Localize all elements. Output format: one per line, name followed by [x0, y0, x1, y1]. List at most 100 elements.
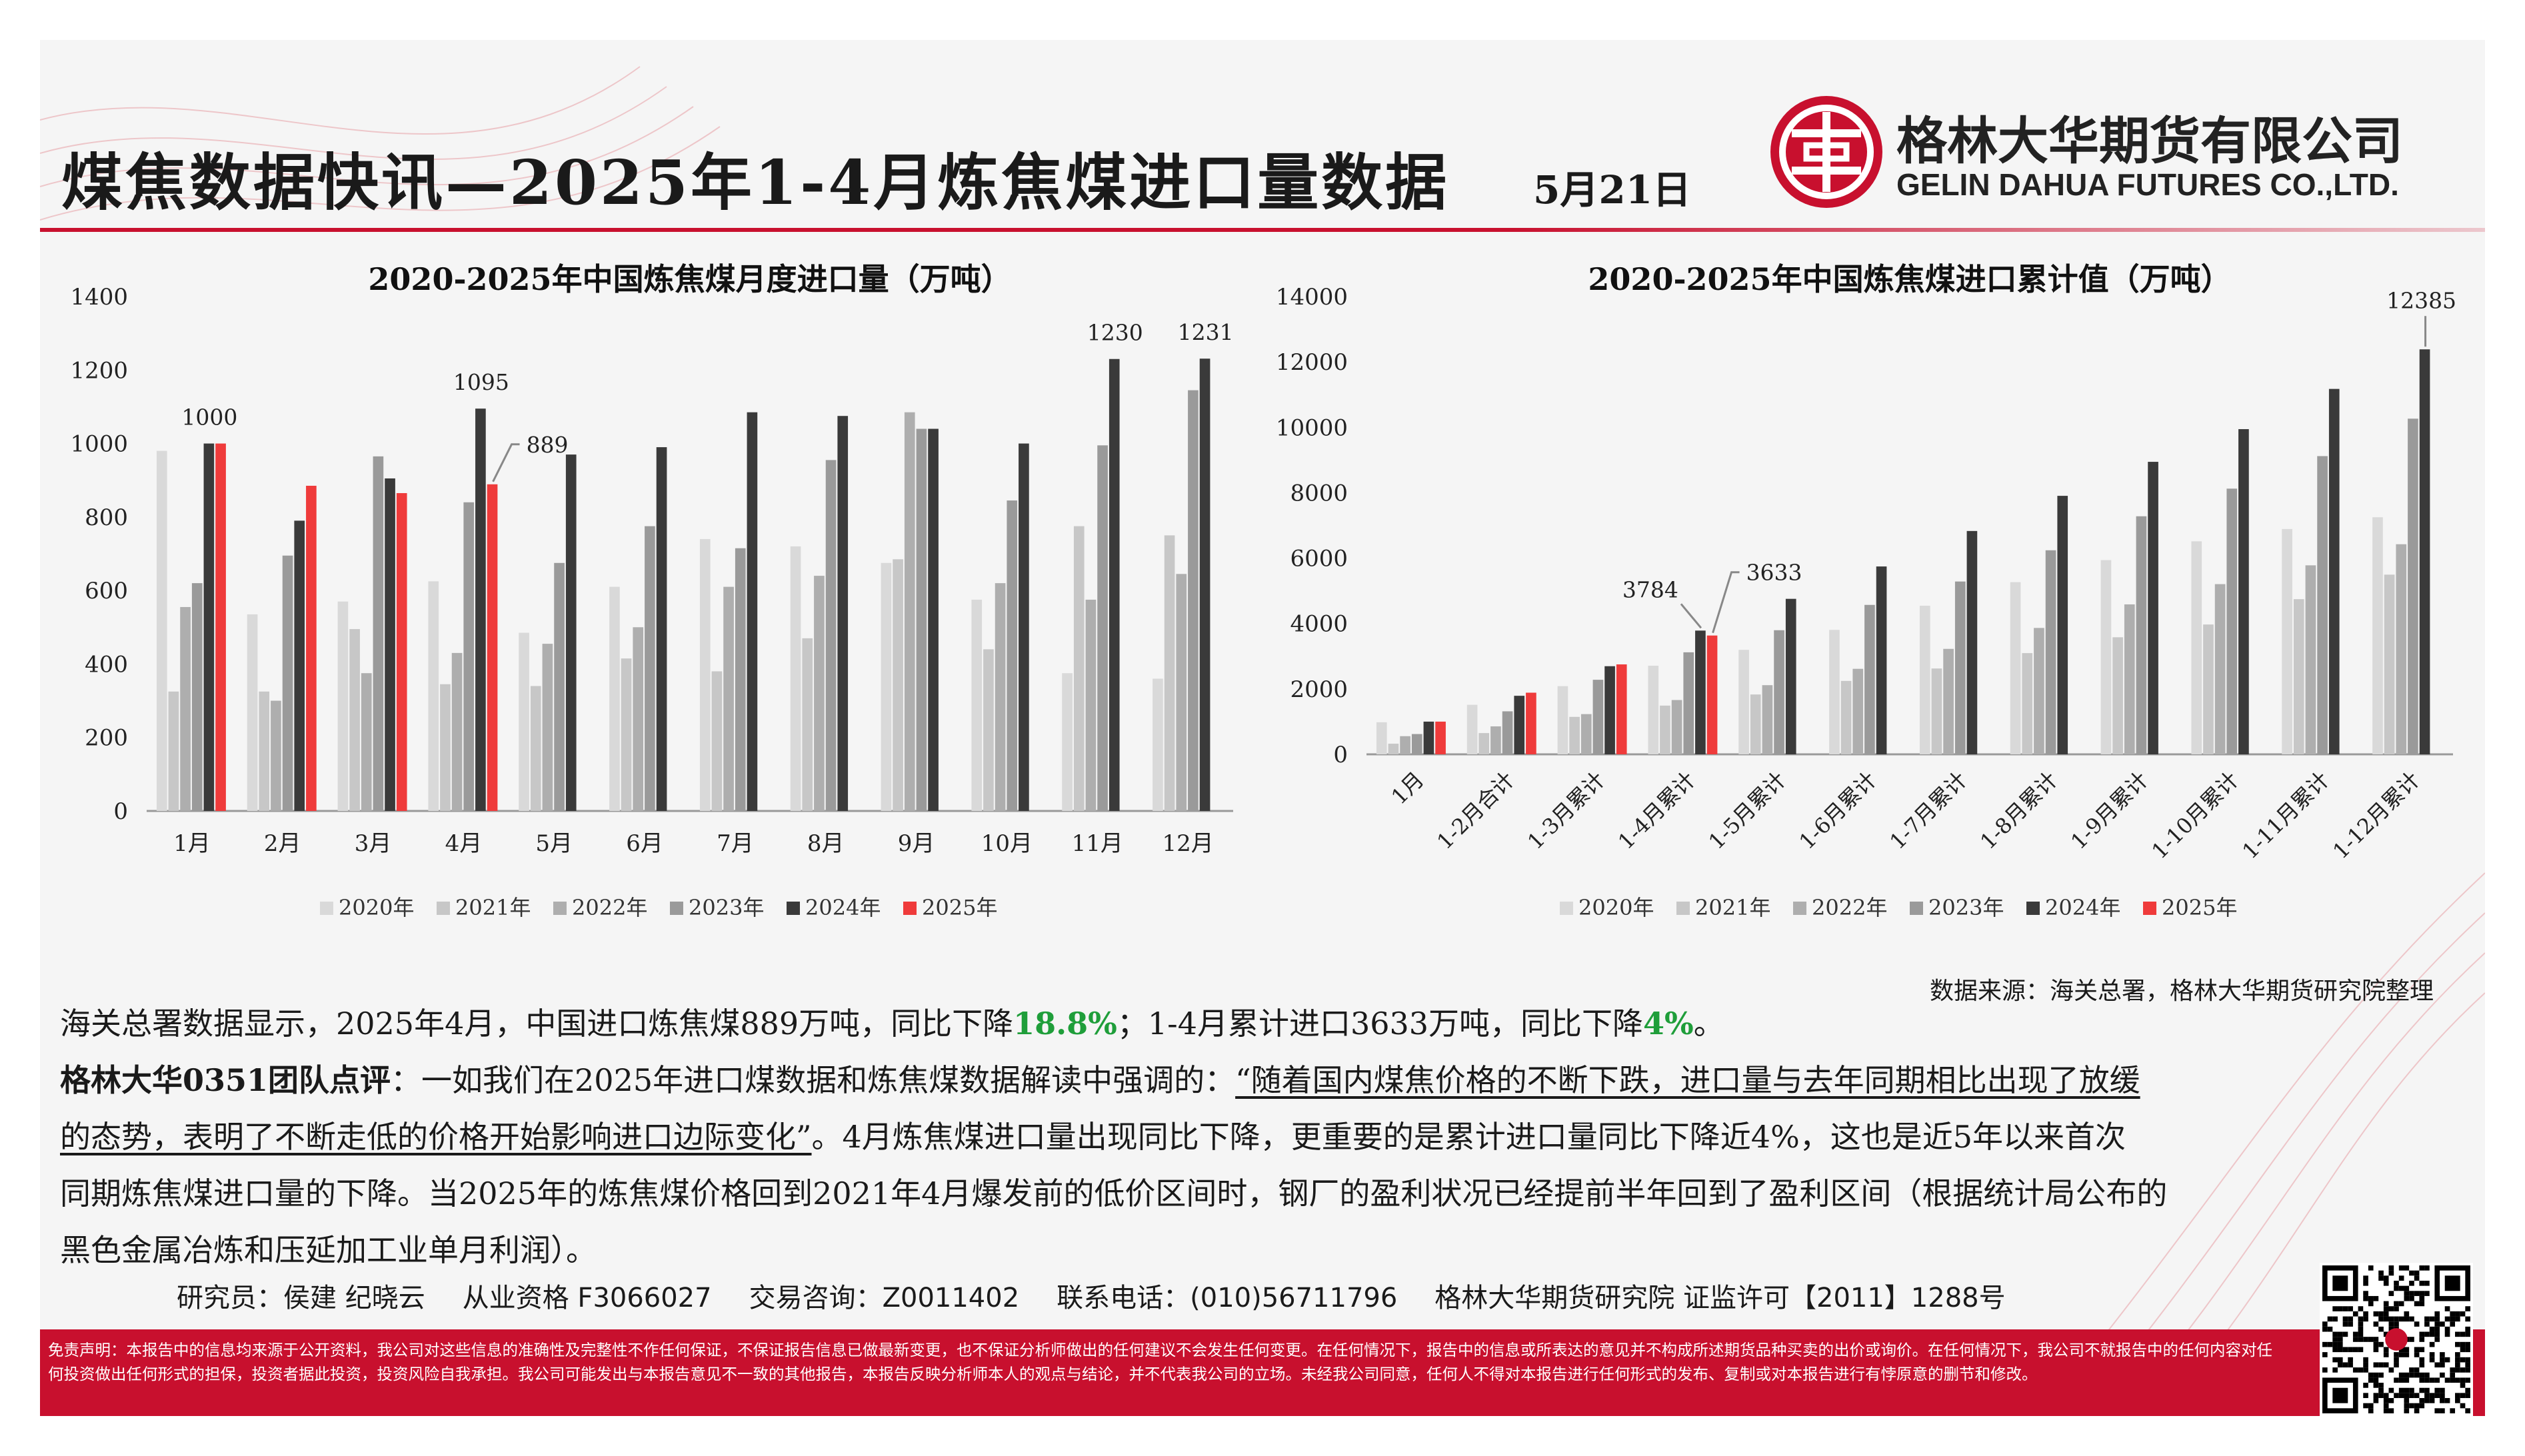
x-tick-label: 1月 [173, 830, 211, 857]
legend-label: 2021年 [1695, 895, 1770, 920]
qr-module [2465, 1347, 2470, 1353]
qr-module [2388, 1326, 2394, 1332]
researcher: 研究员：侯建 纪晓云 [177, 1283, 425, 1313]
qr-module [2398, 1393, 2404, 1399]
qr-module [2378, 1393, 2384, 1399]
data-label: 1231 [1178, 319, 1234, 345]
bar [711, 671, 723, 811]
qr-module [2444, 1331, 2450, 1337]
qr-module [2352, 1311, 2358, 1317]
qr-module [2440, 1321, 2445, 1327]
qr-module [2440, 1362, 2445, 1368]
qr-module [2404, 1387, 2410, 1393]
report-date: 5月21日 [1533, 167, 1692, 213]
qr-module [2414, 1393, 2420, 1399]
qr-module [2460, 1347, 2466, 1353]
bar [621, 658, 632, 811]
qr-module [2419, 1337, 2425, 1342]
qr-module [2440, 1357, 2445, 1363]
bar [294, 520, 305, 811]
qr-module [2414, 1408, 2420, 1413]
qr-module [2352, 1367, 2358, 1373]
data-label: 1095 [453, 369, 509, 395]
qr-module [2383, 1306, 2389, 1311]
qr-module [2388, 1367, 2394, 1373]
qr-module [2363, 1383, 2368, 1388]
data-label: 12385 [2386, 287, 2456, 313]
qr-module [2388, 1408, 2394, 1413]
qr-module [2450, 1377, 2456, 1383]
qr-module [2455, 1377, 2460, 1383]
qr-module [2342, 1362, 2348, 1368]
phone: 联系电话：(010)56711796 [1057, 1283, 1398, 1313]
bar [259, 691, 270, 811]
qr-module [2404, 1393, 2410, 1399]
qr-module [2363, 1291, 2368, 1296]
qr-module [2332, 1347, 2338, 1353]
qr-module [2419, 1280, 2425, 1286]
qr-module [2373, 1362, 2379, 1368]
y-tick-label: 8000 [1290, 480, 1348, 506]
qr-module [2332, 1367, 2338, 1373]
qr-module [2388, 1321, 2394, 1327]
qr-module [2424, 1265, 2430, 1271]
qr-module [2419, 1265, 2425, 1271]
qr-module [2383, 1316, 2389, 1322]
qr-module [2444, 1326, 2450, 1332]
qr-module [2358, 1316, 2364, 1322]
qr-module [2383, 1275, 2389, 1281]
qr-module [2368, 1337, 2374, 1342]
bar [2396, 544, 2407, 754]
qr-module [2409, 1403, 2414, 1409]
qr-module [2368, 1295, 2374, 1301]
qr-module [2383, 1408, 2389, 1413]
bar [2057, 496, 2068, 754]
y-tick-label: 12000 [1276, 349, 1348, 376]
qr-module [2465, 1393, 2470, 1399]
text-segment: 。4月炼焦煤进口量出现同比下降，更重要的是累计进口量同比下降近4%，这也是近5年… [811, 1119, 2126, 1155]
qr-module [2465, 1367, 2470, 1373]
qr-module [2337, 1337, 2343, 1342]
qr-module [2337, 1347, 2343, 1353]
legend-swatch [2026, 902, 2040, 915]
qr-module [2332, 1306, 2338, 1311]
y-tick-label: 800 [85, 504, 128, 531]
bar [1073, 526, 1085, 811]
bar [1954, 581, 1966, 754]
y-tick-label: 600 [85, 578, 128, 604]
x-tick-label: 1-7月累计 [1884, 767, 1972, 854]
qr-module [2378, 1316, 2384, 1322]
data-label: 889 [527, 432, 569, 458]
qr-module [2444, 1306, 2450, 1311]
bar [2010, 582, 2021, 754]
qr-module [2465, 1331, 2470, 1337]
qr-module [2358, 1326, 2364, 1332]
qr-module [2322, 1367, 2328, 1373]
bar [1943, 648, 1954, 754]
bar [1019, 443, 1029, 811]
qr-module [2434, 1337, 2440, 1342]
qr-module [2440, 1408, 2445, 1413]
qr-module [2419, 1377, 2425, 1383]
bar [825, 460, 837, 811]
bar [180, 606, 191, 811]
text-segment: ：一如我们在2025年进口煤数据和炼焦煤数据解读中强调的： [391, 1062, 1236, 1098]
qr-module [2348, 1347, 2353, 1353]
bar [191, 583, 203, 811]
qr-module [2342, 1321, 2348, 1327]
institute: 格林大华期货研究院 证监许可【2011】1288号 [1434, 1283, 2006, 1313]
qr-module [2460, 1393, 2466, 1399]
bar [2100, 560, 2112, 754]
qr-module [2322, 1352, 2328, 1357]
qr-module [2434, 1311, 2440, 1317]
qr-module [2368, 1403, 2374, 1409]
qr-module [2419, 1372, 2425, 1378]
qr-module [2444, 1377, 2450, 1383]
qr-code-icon[interactable] [2320, 1263, 2473, 1416]
qr-module [2327, 1326, 2333, 1332]
bar [1411, 734, 1422, 754]
qr-module [2434, 1387, 2440, 1393]
x-tick-label: 10月 [981, 830, 1033, 857]
qr-finder [2444, 1275, 2460, 1291]
qr-module [2337, 1331, 2343, 1337]
